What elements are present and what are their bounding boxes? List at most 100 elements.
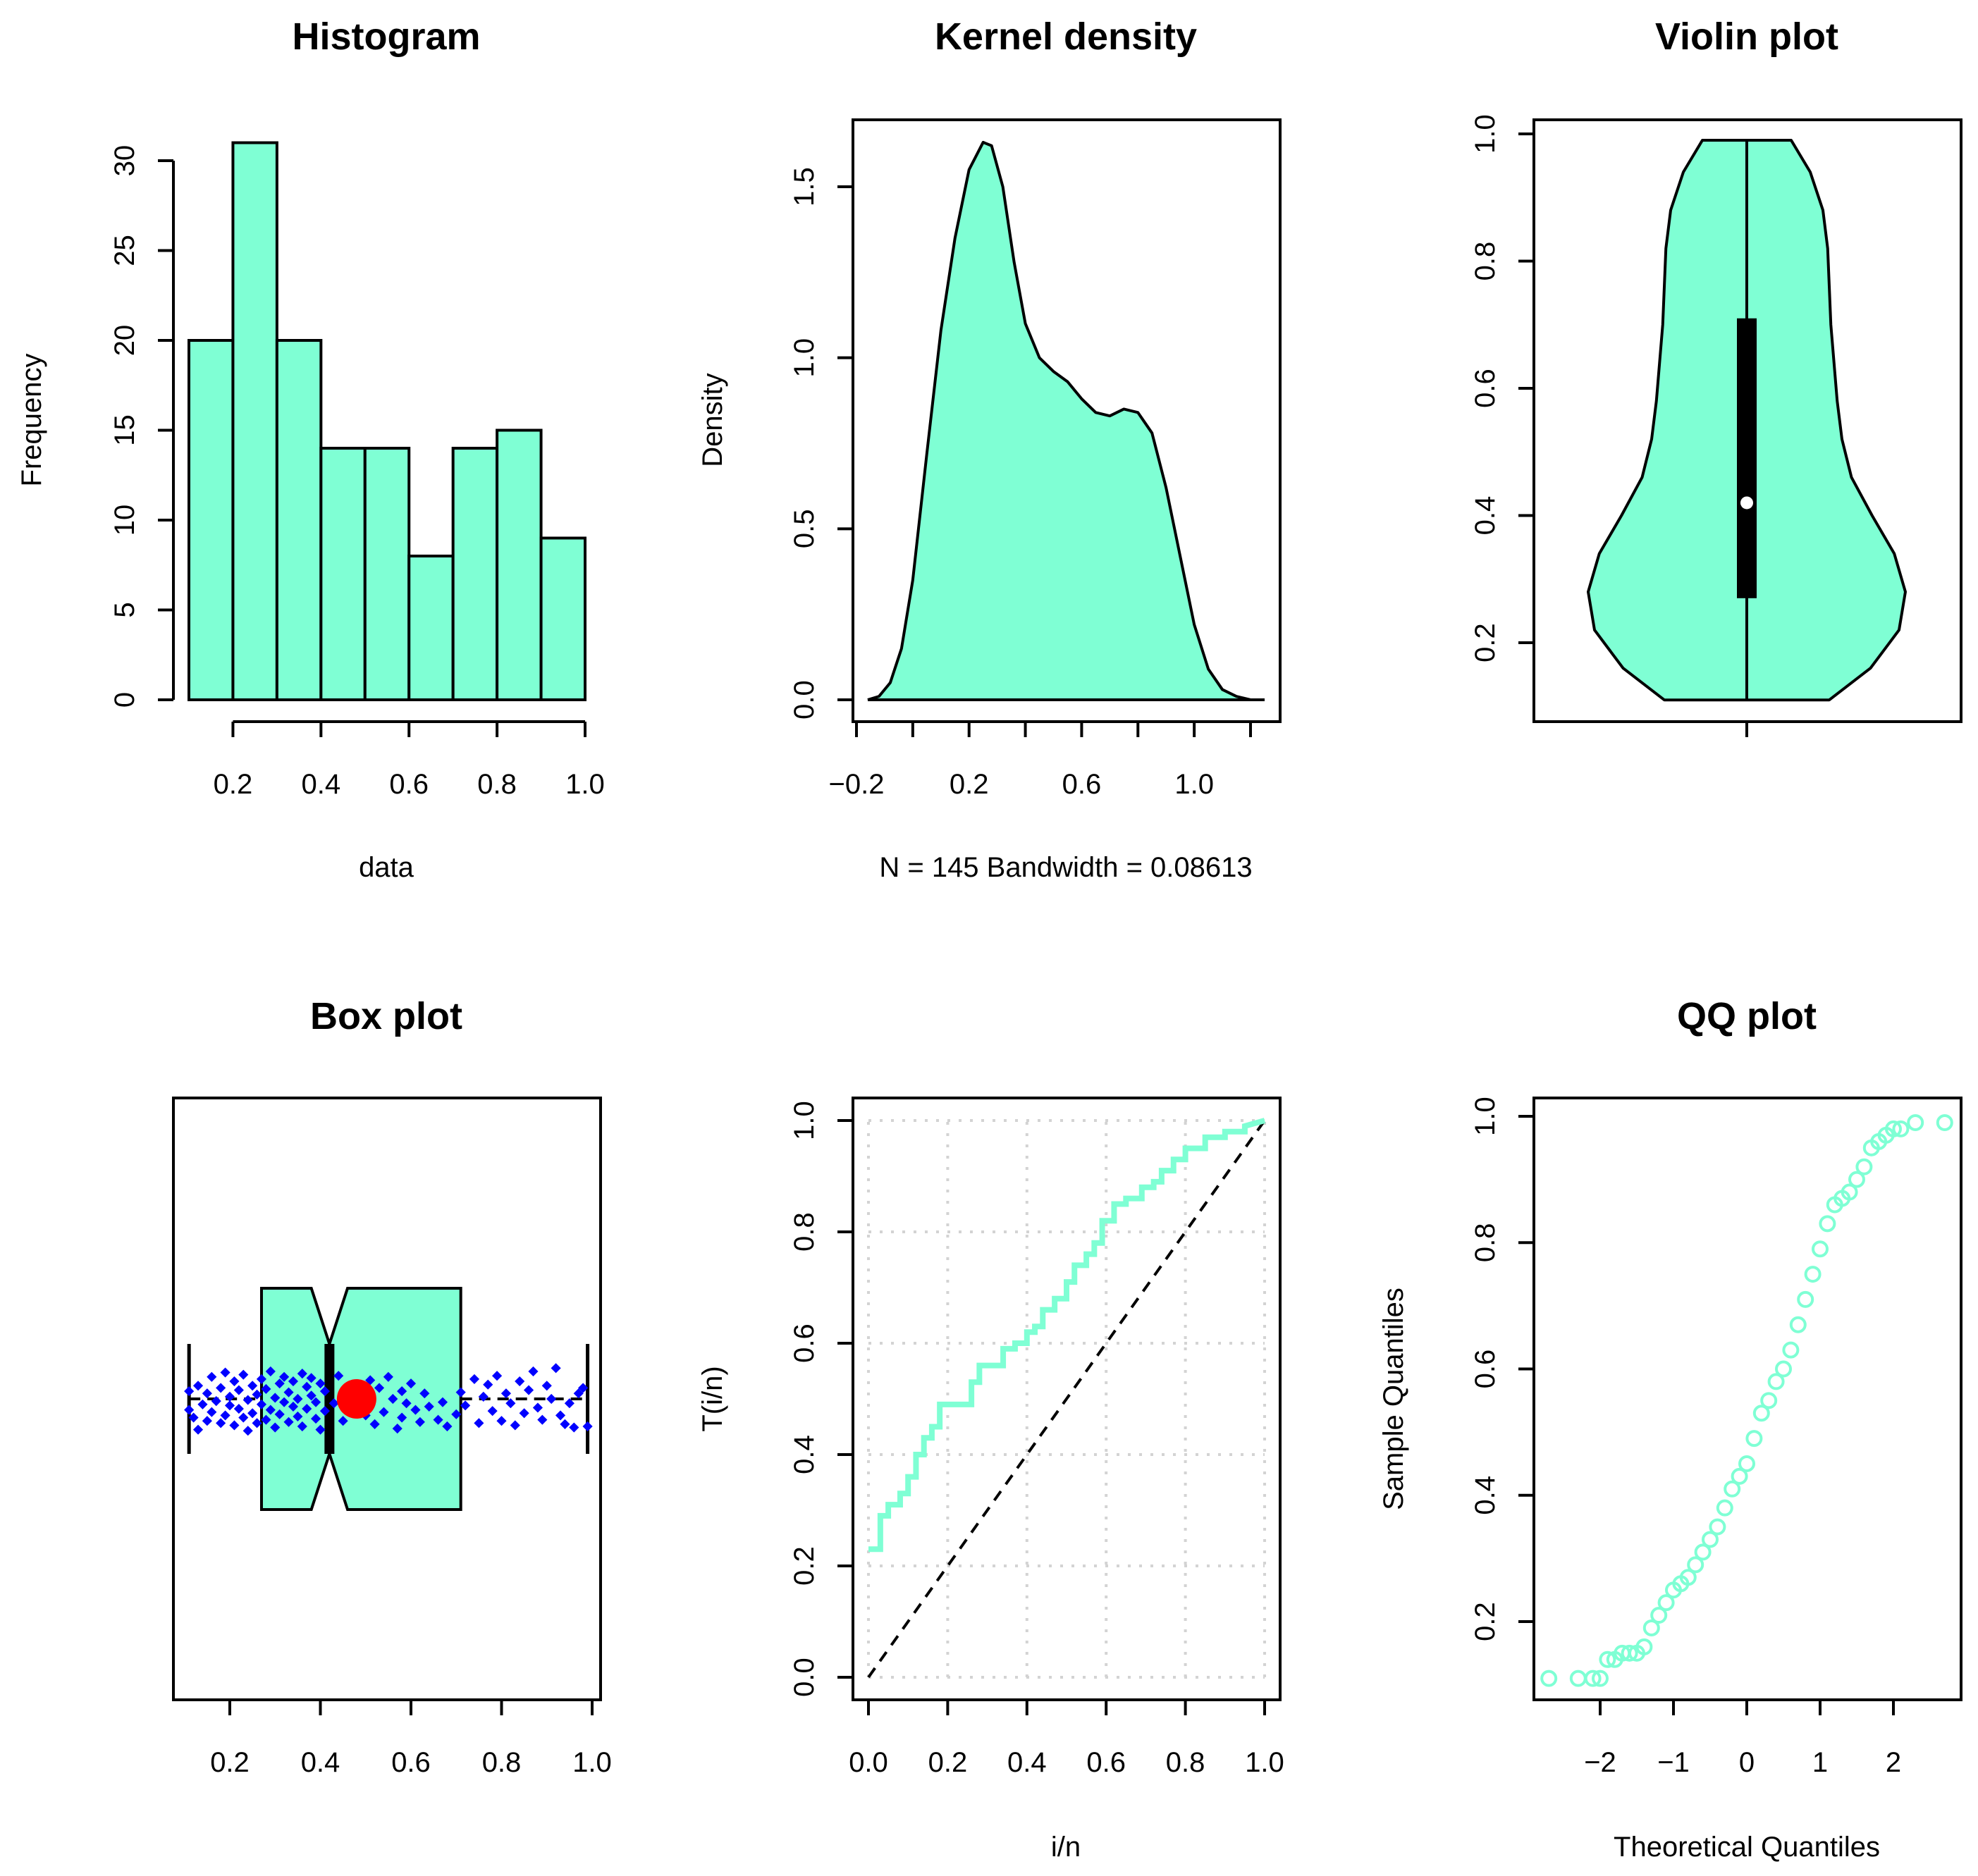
qq-panel: QQ plot −2 −1 0 1 2 0.2 0.4 0.6 0.8 1.0 Theoretic… xyxy=(1378,995,1962,1863)
boxplot-jitter-point xyxy=(311,1414,321,1424)
qq-point xyxy=(1540,1670,1558,1687)
boxplot-jitter-point xyxy=(197,1399,208,1409)
histogram-bars xyxy=(188,141,586,701)
boxplot-jitter-point xyxy=(460,1400,471,1411)
qq-point xyxy=(1745,1430,1763,1448)
qq-y-tick-label: 0.8 xyxy=(1470,1223,1501,1262)
density-fill xyxy=(867,142,1265,700)
boxplot-jitter-point xyxy=(238,1412,249,1423)
ttt-x-tick-label: 0.6 xyxy=(1086,1747,1126,1778)
violin-median-dot xyxy=(1740,496,1753,510)
qq-y-tick-label: 0.6 xyxy=(1470,1350,1501,1389)
boxplot-jitter-point xyxy=(523,1385,534,1395)
boxplot-jitter-point xyxy=(397,1386,407,1397)
boxplot-jitter-point xyxy=(207,1407,217,1417)
ttt-x-tick-label: 0.8 xyxy=(1166,1747,1205,1778)
qq-x-tick-label: −2 xyxy=(1584,1747,1616,1778)
histogram-bar xyxy=(539,536,586,701)
ttt-x-tick-label: 0.2 xyxy=(928,1747,968,1778)
boxplot-jitter-point xyxy=(424,1401,434,1412)
boxplot-jitter-point xyxy=(233,1385,244,1395)
boxplot-jitter-point xyxy=(211,1396,221,1407)
qq-title: QQ plot xyxy=(1677,995,1817,1037)
violin-panel: Violin plot 0.2 0.4 0.6 0.8 1.0 xyxy=(1470,16,1962,737)
histogram-x-tick-label: 1.0 xyxy=(565,769,605,800)
histogram-x-tick-label: 0.4 xyxy=(302,769,341,800)
density-y-tick-label: 1.5 xyxy=(789,167,820,206)
qq-point xyxy=(1760,1392,1778,1409)
density-x-tick-label: 0.2 xyxy=(950,769,989,800)
boxplot-jitter-point xyxy=(455,1387,466,1397)
boxplot-jitter-point xyxy=(560,1419,570,1429)
qq-y-tick-label: 0.4 xyxy=(1470,1476,1501,1515)
boxplot-jitter-point xyxy=(451,1409,462,1419)
qq-point xyxy=(1738,1455,1755,1472)
boxplot-jitter-point xyxy=(528,1366,539,1377)
qq-x-tick-label: 0 xyxy=(1739,1747,1755,1778)
boxplot-jitter-point xyxy=(216,1418,226,1428)
qq-y-tick-label: 1.0 xyxy=(1470,1097,1501,1136)
qq-point xyxy=(1775,1360,1792,1378)
qq-xlabel: Theoretical Quantiles xyxy=(1614,1832,1880,1863)
boxplot-jitter-point xyxy=(283,1417,294,1427)
histogram-bar xyxy=(496,428,543,701)
violin-y-tick-label: 0.4 xyxy=(1470,496,1501,536)
boxplot-jitter-point xyxy=(315,1378,326,1389)
boxplot-jitter-point xyxy=(302,1403,312,1414)
violin-title: Violin plot xyxy=(1655,16,1838,58)
boxplot-jitter-point xyxy=(216,1383,226,1393)
boxplot-jitter-point xyxy=(279,1371,290,1382)
boxplot-jitter-point xyxy=(184,1386,195,1397)
boxplot-jitter-point xyxy=(184,1405,195,1415)
boxplot-jitter-point xyxy=(288,1401,299,1412)
qq-point xyxy=(1812,1240,1829,1258)
boxplot-jitter-point xyxy=(311,1397,321,1407)
boxplot-jitter-point xyxy=(256,1374,267,1384)
qq-point xyxy=(1731,1467,1748,1485)
boxplot-jitter-point xyxy=(297,1421,307,1432)
boxplot-jitter-point xyxy=(297,1369,307,1379)
boxplot-jitter-point xyxy=(578,1383,589,1393)
boxplot-jitter-point xyxy=(564,1398,575,1409)
violin-shape xyxy=(1587,139,1907,702)
histogram-bar xyxy=(363,447,411,701)
boxplot-jitter-point xyxy=(483,1379,493,1390)
boxplot-jitter-point xyxy=(383,1371,393,1382)
boxplot-jitter-point xyxy=(537,1414,548,1425)
density-x-tick-label: 1.0 xyxy=(1174,769,1214,800)
ttt-y-tick-label: 0.4 xyxy=(789,1435,820,1474)
qq-point xyxy=(1804,1266,1822,1283)
violin-y-tick-label: 0.6 xyxy=(1470,369,1501,408)
histogram-x-tick-label: 0.8 xyxy=(477,769,517,800)
boxplot-jitter-point xyxy=(397,1412,407,1423)
boxplot-jitter-point xyxy=(492,1371,503,1381)
boxplot-jitter-point xyxy=(405,1378,417,1389)
boxplot-jitter-point xyxy=(401,1398,412,1409)
boxplot-jitter-point xyxy=(569,1422,579,1433)
histogram-y-tick-label: 15 xyxy=(109,414,140,446)
qq-point xyxy=(1679,1569,1697,1586)
boxplot-jitter-point xyxy=(229,1376,240,1387)
qq-point xyxy=(1650,1607,1668,1624)
boxplot-jitter-point xyxy=(546,1393,557,1405)
histogram-x-tick-label: 0.6 xyxy=(389,769,429,800)
boxplot-jitter-point xyxy=(333,1371,344,1381)
histogram-y-tick-label: 5 xyxy=(109,602,140,617)
boxplot-jitter-point xyxy=(293,1411,303,1422)
boxplot-jitter-point xyxy=(242,1395,253,1405)
qq-point xyxy=(1782,1341,1800,1359)
qq-point xyxy=(1709,1518,1726,1536)
boxplot-jitter-point xyxy=(541,1381,552,1391)
density-panel: Kernel density −0.2 0.2 0.6 1.0 0.0 0.5 1.0 1.5… xyxy=(697,16,1282,883)
qq-point xyxy=(1936,1113,1953,1131)
boxplot-jitter-point xyxy=(192,1381,204,1391)
boxplot-title: Box plot xyxy=(310,995,462,1037)
histogram-y-tick-label: 0 xyxy=(109,692,140,708)
qq-point xyxy=(1592,1670,1609,1687)
boxplot-jitter-point xyxy=(392,1424,403,1434)
qq-plot-frame xyxy=(1532,1097,1962,1701)
qq-point xyxy=(1702,1531,1719,1548)
boxplot-jitter-point xyxy=(319,1386,330,1397)
boxplot-jitter-point xyxy=(487,1406,498,1417)
boxplot-jitter-point xyxy=(207,1371,217,1382)
